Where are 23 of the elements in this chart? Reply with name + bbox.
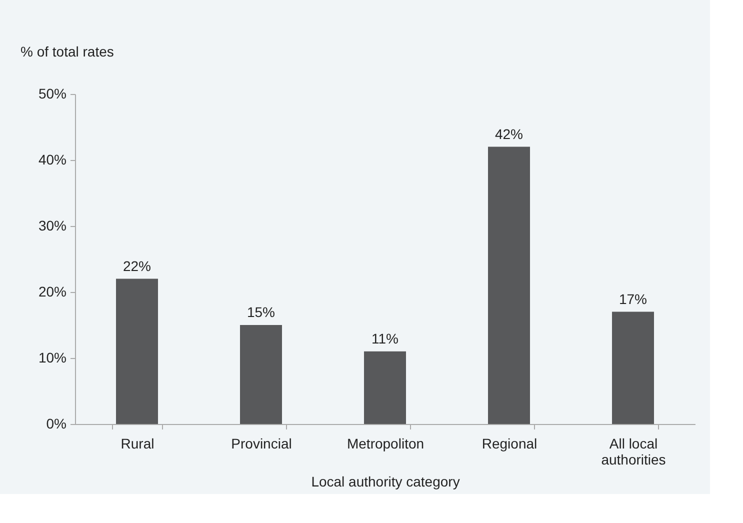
data-label: 15% [246, 304, 276, 320]
y-tick-label: 10% [38, 350, 66, 366]
x-tick-label: All local authorities [601, 436, 666, 468]
bar [612, 312, 654, 424]
x-tick-label: Rural [120, 436, 154, 452]
data-label: 42% [494, 126, 524, 142]
x-axis-title: Local authority category [311, 474, 460, 490]
y-axis-title: % of total rates [20, 44, 114, 60]
data-label: 22% [122, 258, 152, 274]
bar [116, 278, 158, 424]
x-tick-label: Regional [482, 436, 538, 452]
bar [364, 351, 406, 424]
bar [488, 146, 530, 424]
x-tick-label: Metropoliton [346, 436, 424, 452]
data-label: 11% [372, 330, 398, 346]
y-tick-label: 50% [38, 86, 66, 102]
y-tick-label: 20% [38, 284, 66, 300]
data-label: 17% [618, 290, 648, 307]
y-tick-label: 0% [46, 416, 66, 432]
y-tick-label: 40% [38, 152, 66, 168]
bar [240, 325, 282, 424]
y-tick-label: 30% [38, 218, 66, 234]
x-tick-label: Provincial [231, 436, 292, 452]
